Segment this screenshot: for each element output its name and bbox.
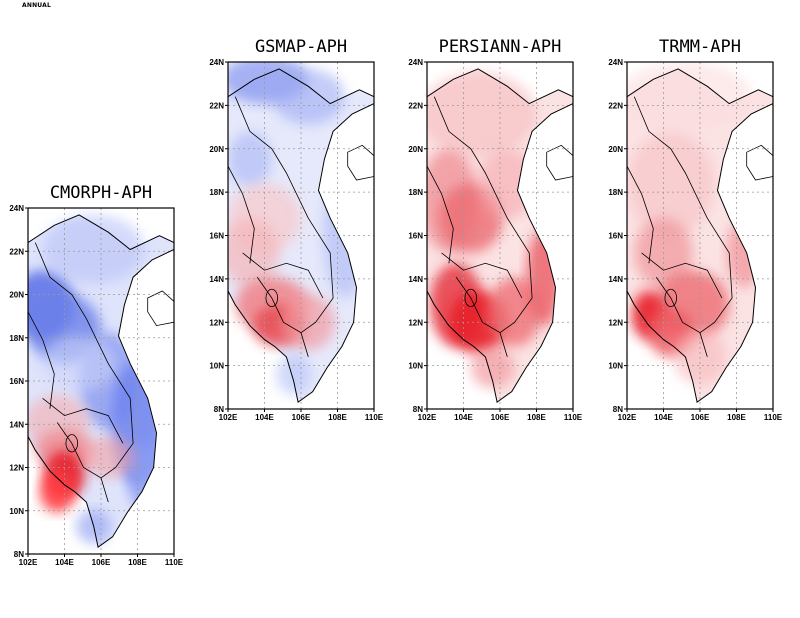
- lon-tick-label: 104E: [454, 413, 473, 422]
- lat-tick-label: 8N: [214, 405, 224, 414]
- lon-tick-label: 110E: [564, 413, 583, 422]
- lat-tick-label: 18N: [608, 188, 623, 197]
- lat-tick-label: 8N: [413, 405, 423, 414]
- tonle-sap-lake: [65, 434, 79, 453]
- coastlines-trmm: [627, 68, 773, 403]
- lat-tick-label: 22N: [408, 101, 423, 110]
- lat-tick-label: 22N: [209, 101, 224, 110]
- lat-tick-label: 16N: [209, 232, 224, 241]
- lat-tick-label: 12N: [608, 318, 623, 327]
- coastlines-persiann: [427, 68, 573, 403]
- lat-tick-label: 10N: [9, 507, 24, 516]
- lat-tick-label: 22N: [608, 101, 623, 110]
- lon-tick-label: 102E: [418, 413, 437, 422]
- lon-tick-label: 102E: [618, 413, 637, 422]
- coastlines-cmorph: [28, 214, 174, 548]
- lat-tick-label: 14N: [209, 275, 224, 284]
- lon-tick-label: 102E: [219, 413, 238, 422]
- title-cmorph: CMORPH-APH: [49, 183, 153, 203]
- lat-tick-label: 18N: [408, 188, 423, 197]
- tonle-sap-lake: [464, 288, 478, 308]
- lat-tick-label: 20N: [9, 291, 24, 300]
- lon-tick-label: 108E: [527, 413, 546, 422]
- tonle-sap-lake: [664, 288, 678, 308]
- lon-tick-label: 106E: [691, 413, 710, 422]
- lon-tick-label: 108E: [727, 413, 746, 422]
- title-trmm: TRMM-APH: [659, 37, 741, 57]
- lon-tick-label: 102E: [19, 558, 38, 567]
- lat-tick-label: 24N: [608, 58, 623, 67]
- lat-tick-label: 10N: [608, 362, 623, 371]
- lon-tick-label: 104E: [255, 413, 274, 422]
- lon-tick-label: 106E: [92, 558, 111, 567]
- lat-tick-label: 24N: [9, 204, 24, 213]
- lat-tick-label: 8N: [613, 405, 623, 414]
- lon-tick-label: 104E: [55, 558, 74, 567]
- lat-tick-label: 24N: [408, 58, 423, 67]
- lat-tick-label: 18N: [209, 188, 224, 197]
- lon-tick-label: 110E: [365, 413, 384, 422]
- lat-tick-label: 20N: [408, 145, 423, 154]
- lat-tick-label: 14N: [9, 420, 24, 429]
- lat-tick-label: 12N: [408, 318, 423, 327]
- figure-label: ANNUAL: [22, 2, 52, 9]
- title-persiann: PERSIANN-APH: [438, 37, 562, 57]
- tonle-sap-lake: [265, 288, 279, 308]
- lon-tick-label: 104E: [654, 413, 673, 422]
- lon-tick-label: 106E: [491, 413, 510, 422]
- lat-tick-label: 14N: [608, 275, 623, 284]
- lat-tick-label: 20N: [608, 145, 623, 154]
- lon-tick-label: 108E: [128, 558, 147, 567]
- lon-tick-label: 110E: [764, 413, 783, 422]
- lat-tick-label: 14N: [408, 275, 423, 284]
- lat-tick-label: 12N: [9, 464, 24, 473]
- lat-tick-label: 8N: [14, 550, 24, 559]
- lat-tick-label: 16N: [608, 232, 623, 241]
- title-gsmap: GSMAP-APH: [254, 37, 348, 57]
- lat-tick-label: 12N: [209, 318, 224, 327]
- coastlines-gsmap: [228, 68, 374, 403]
- field-gsmap: [228, 62, 374, 409]
- lon-tick-label: 110E: [165, 558, 184, 567]
- lat-tick-label: 20N: [209, 145, 224, 154]
- lon-tick-label: 108E: [328, 413, 347, 422]
- lon-tick-label: 106E: [292, 413, 311, 422]
- lat-tick-label: 22N: [9, 247, 24, 256]
- lat-tick-label: 24N: [209, 58, 224, 67]
- lat-tick-label: 10N: [209, 362, 224, 371]
- lat-tick-label: 16N: [9, 377, 24, 386]
- lat-tick-label: 10N: [408, 362, 423, 371]
- lat-tick-label: 16N: [408, 232, 423, 241]
- lat-tick-label: 18N: [9, 334, 24, 343]
